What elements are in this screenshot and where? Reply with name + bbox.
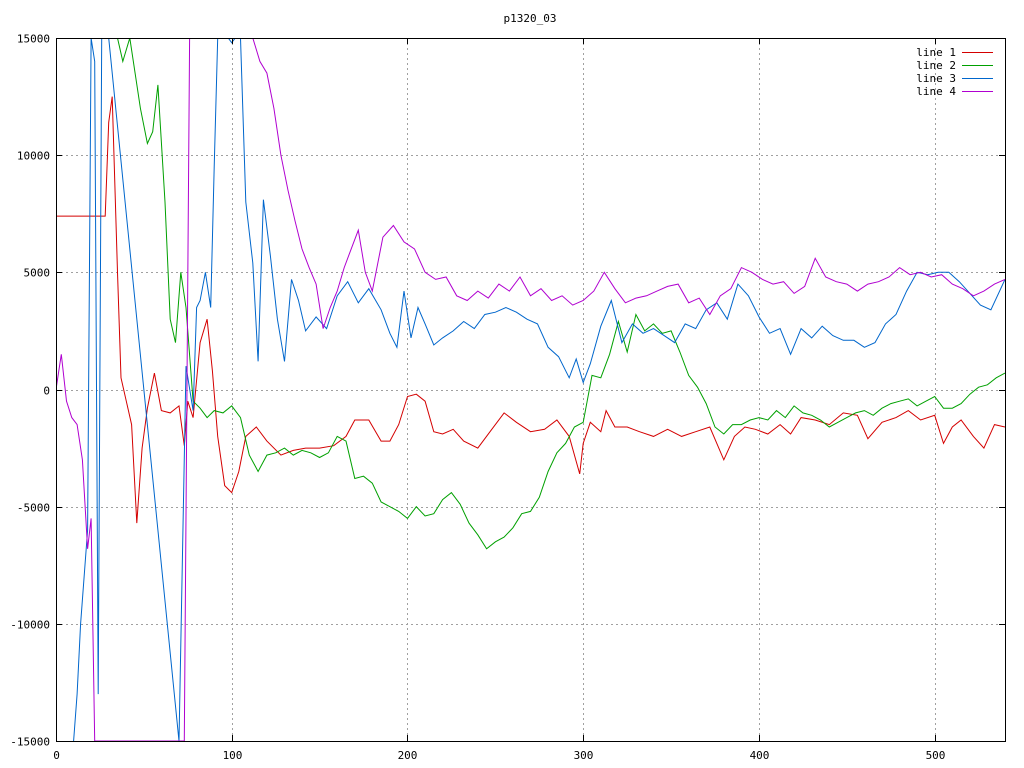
x-tick-label: 100 <box>223 749 243 762</box>
series-group <box>56 38 1005 741</box>
y-tick-label: -5000 <box>17 502 50 515</box>
legend-label-1: line 1 <box>916 46 956 59</box>
legend-label-4: line 4 <box>916 85 956 98</box>
y-tick-label: -10000 <box>10 619 50 632</box>
series-line-3 <box>73 38 1005 741</box>
series-line-4 <box>56 38 1005 741</box>
x-tick-label: 0 <box>53 749 60 762</box>
x-tick-label: 200 <box>398 749 418 762</box>
legend-label-2: line 2 <box>916 59 956 72</box>
axis-ticks: 0 100 200 300 400 500 -15000 -10000 -5000 0 5000 10… <box>10 33 1005 762</box>
chart-title: p1320_03 <box>504 12 557 25</box>
y-tick-label: -15000 <box>10 736 50 749</box>
x-tick-label: 500 <box>926 749 946 762</box>
series-line-2 <box>99 38 1005 550</box>
y-tick-label: 15000 <box>17 33 50 46</box>
legend-label-3: line 3 <box>916 72 956 85</box>
y-tick-label: 10000 <box>17 150 50 163</box>
grid <box>56 38 1005 741</box>
y-tick-label: 5000 <box>24 267 51 280</box>
series-line-1 <box>56 96 1005 524</box>
x-tick-label: 300 <box>574 749 594 762</box>
y-tick-label: 0 <box>43 385 50 398</box>
x-tick-label: 400 <box>750 749 770 762</box>
